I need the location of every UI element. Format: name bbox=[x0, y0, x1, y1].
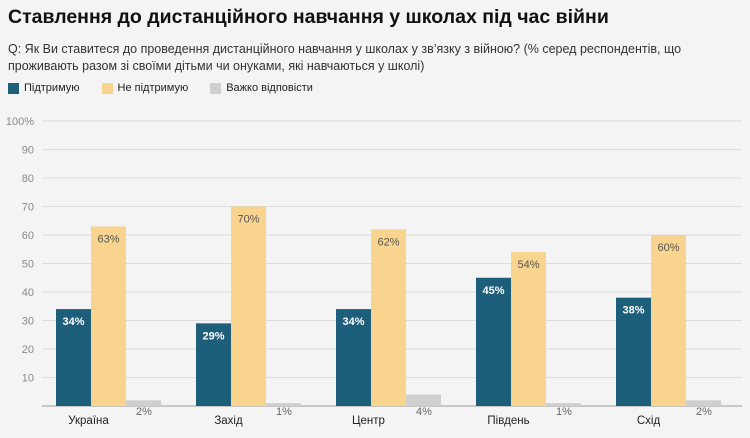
legend: Підтримую Не підтримую Важко відповісти bbox=[8, 81, 335, 95]
bar-hard-to-say bbox=[406, 394, 441, 406]
legend-item-hard-to-say: Важко відповісти bbox=[210, 82, 313, 94]
legend-label-not-support: Не підтримую bbox=[117, 82, 189, 94]
data-label: 1% bbox=[276, 406, 292, 418]
data-label: 1% bbox=[556, 406, 572, 418]
data-label: 63% bbox=[97, 233, 119, 245]
data-label: 34% bbox=[342, 316, 364, 328]
data-label: 29% bbox=[202, 330, 224, 342]
bar-support bbox=[196, 323, 231, 406]
bar-support bbox=[56, 309, 91, 406]
y-tick-label: 50 bbox=[22, 259, 34, 271]
bar-support bbox=[336, 309, 371, 406]
bar-hard-to-say bbox=[686, 400, 721, 406]
bar-hard-to-say bbox=[546, 403, 581, 406]
data-label: 60% bbox=[657, 242, 679, 254]
legend-item-not-support: Не підтримую bbox=[101, 82, 189, 94]
data-label: 34% bbox=[62, 316, 84, 328]
bar-not-support bbox=[511, 252, 546, 406]
data-label: 2% bbox=[136, 406, 152, 418]
y-tick-label: 100% bbox=[6, 116, 34, 128]
bar-not-support bbox=[91, 226, 126, 406]
x-tick-label: Захід bbox=[214, 415, 243, 427]
bar-not-support bbox=[651, 235, 686, 406]
data-label: 54% bbox=[517, 259, 539, 271]
chart-title: Ставлення до дистанційного навчання у шк… bbox=[8, 6, 609, 28]
bar-not-support bbox=[231, 206, 266, 406]
y-tick-label: 60 bbox=[22, 230, 34, 242]
y-tick-label: 10 bbox=[22, 373, 34, 385]
y-tick-label: 80 bbox=[22, 173, 34, 185]
data-label: 38% bbox=[622, 305, 644, 317]
data-label: 4% bbox=[416, 406, 432, 418]
legend-label-hard-to-say: Важко відповісти bbox=[226, 82, 313, 94]
legend-item-support: Підтримую bbox=[8, 82, 80, 94]
bar-hard-to-say bbox=[126, 400, 161, 406]
y-tick-label: 90 bbox=[22, 145, 34, 157]
legend-swatch-support bbox=[8, 82, 19, 94]
y-tick-label: 70 bbox=[22, 202, 34, 214]
data-label: 45% bbox=[482, 285, 504, 297]
bar-hard-to-say bbox=[266, 403, 301, 406]
data-label: 70% bbox=[237, 214, 259, 226]
x-tick-label: Південь bbox=[487, 415, 529, 427]
y-tick-label: 40 bbox=[22, 287, 34, 299]
legend-label-support: Підтримую bbox=[24, 82, 80, 94]
bar-not-support bbox=[371, 229, 406, 406]
x-tick-label: Україна bbox=[68, 415, 109, 427]
bar-support bbox=[616, 297, 651, 406]
x-tick-label: Центр bbox=[352, 415, 385, 427]
legend-swatch-not-support bbox=[101, 82, 113, 94]
x-tick-label: Схід bbox=[637, 415, 661, 427]
bar-support bbox=[476, 277, 511, 406]
y-tick-label: 20 bbox=[22, 344, 34, 356]
legend-swatch-hard-to-say bbox=[210, 82, 222, 94]
data-label: 2% bbox=[696, 406, 712, 418]
data-label: 62% bbox=[377, 236, 399, 248]
y-tick-label: 30 bbox=[22, 316, 34, 328]
chart-subtitle: Q: Як Ви ставитеся до проведення дистанц… bbox=[8, 42, 682, 73]
